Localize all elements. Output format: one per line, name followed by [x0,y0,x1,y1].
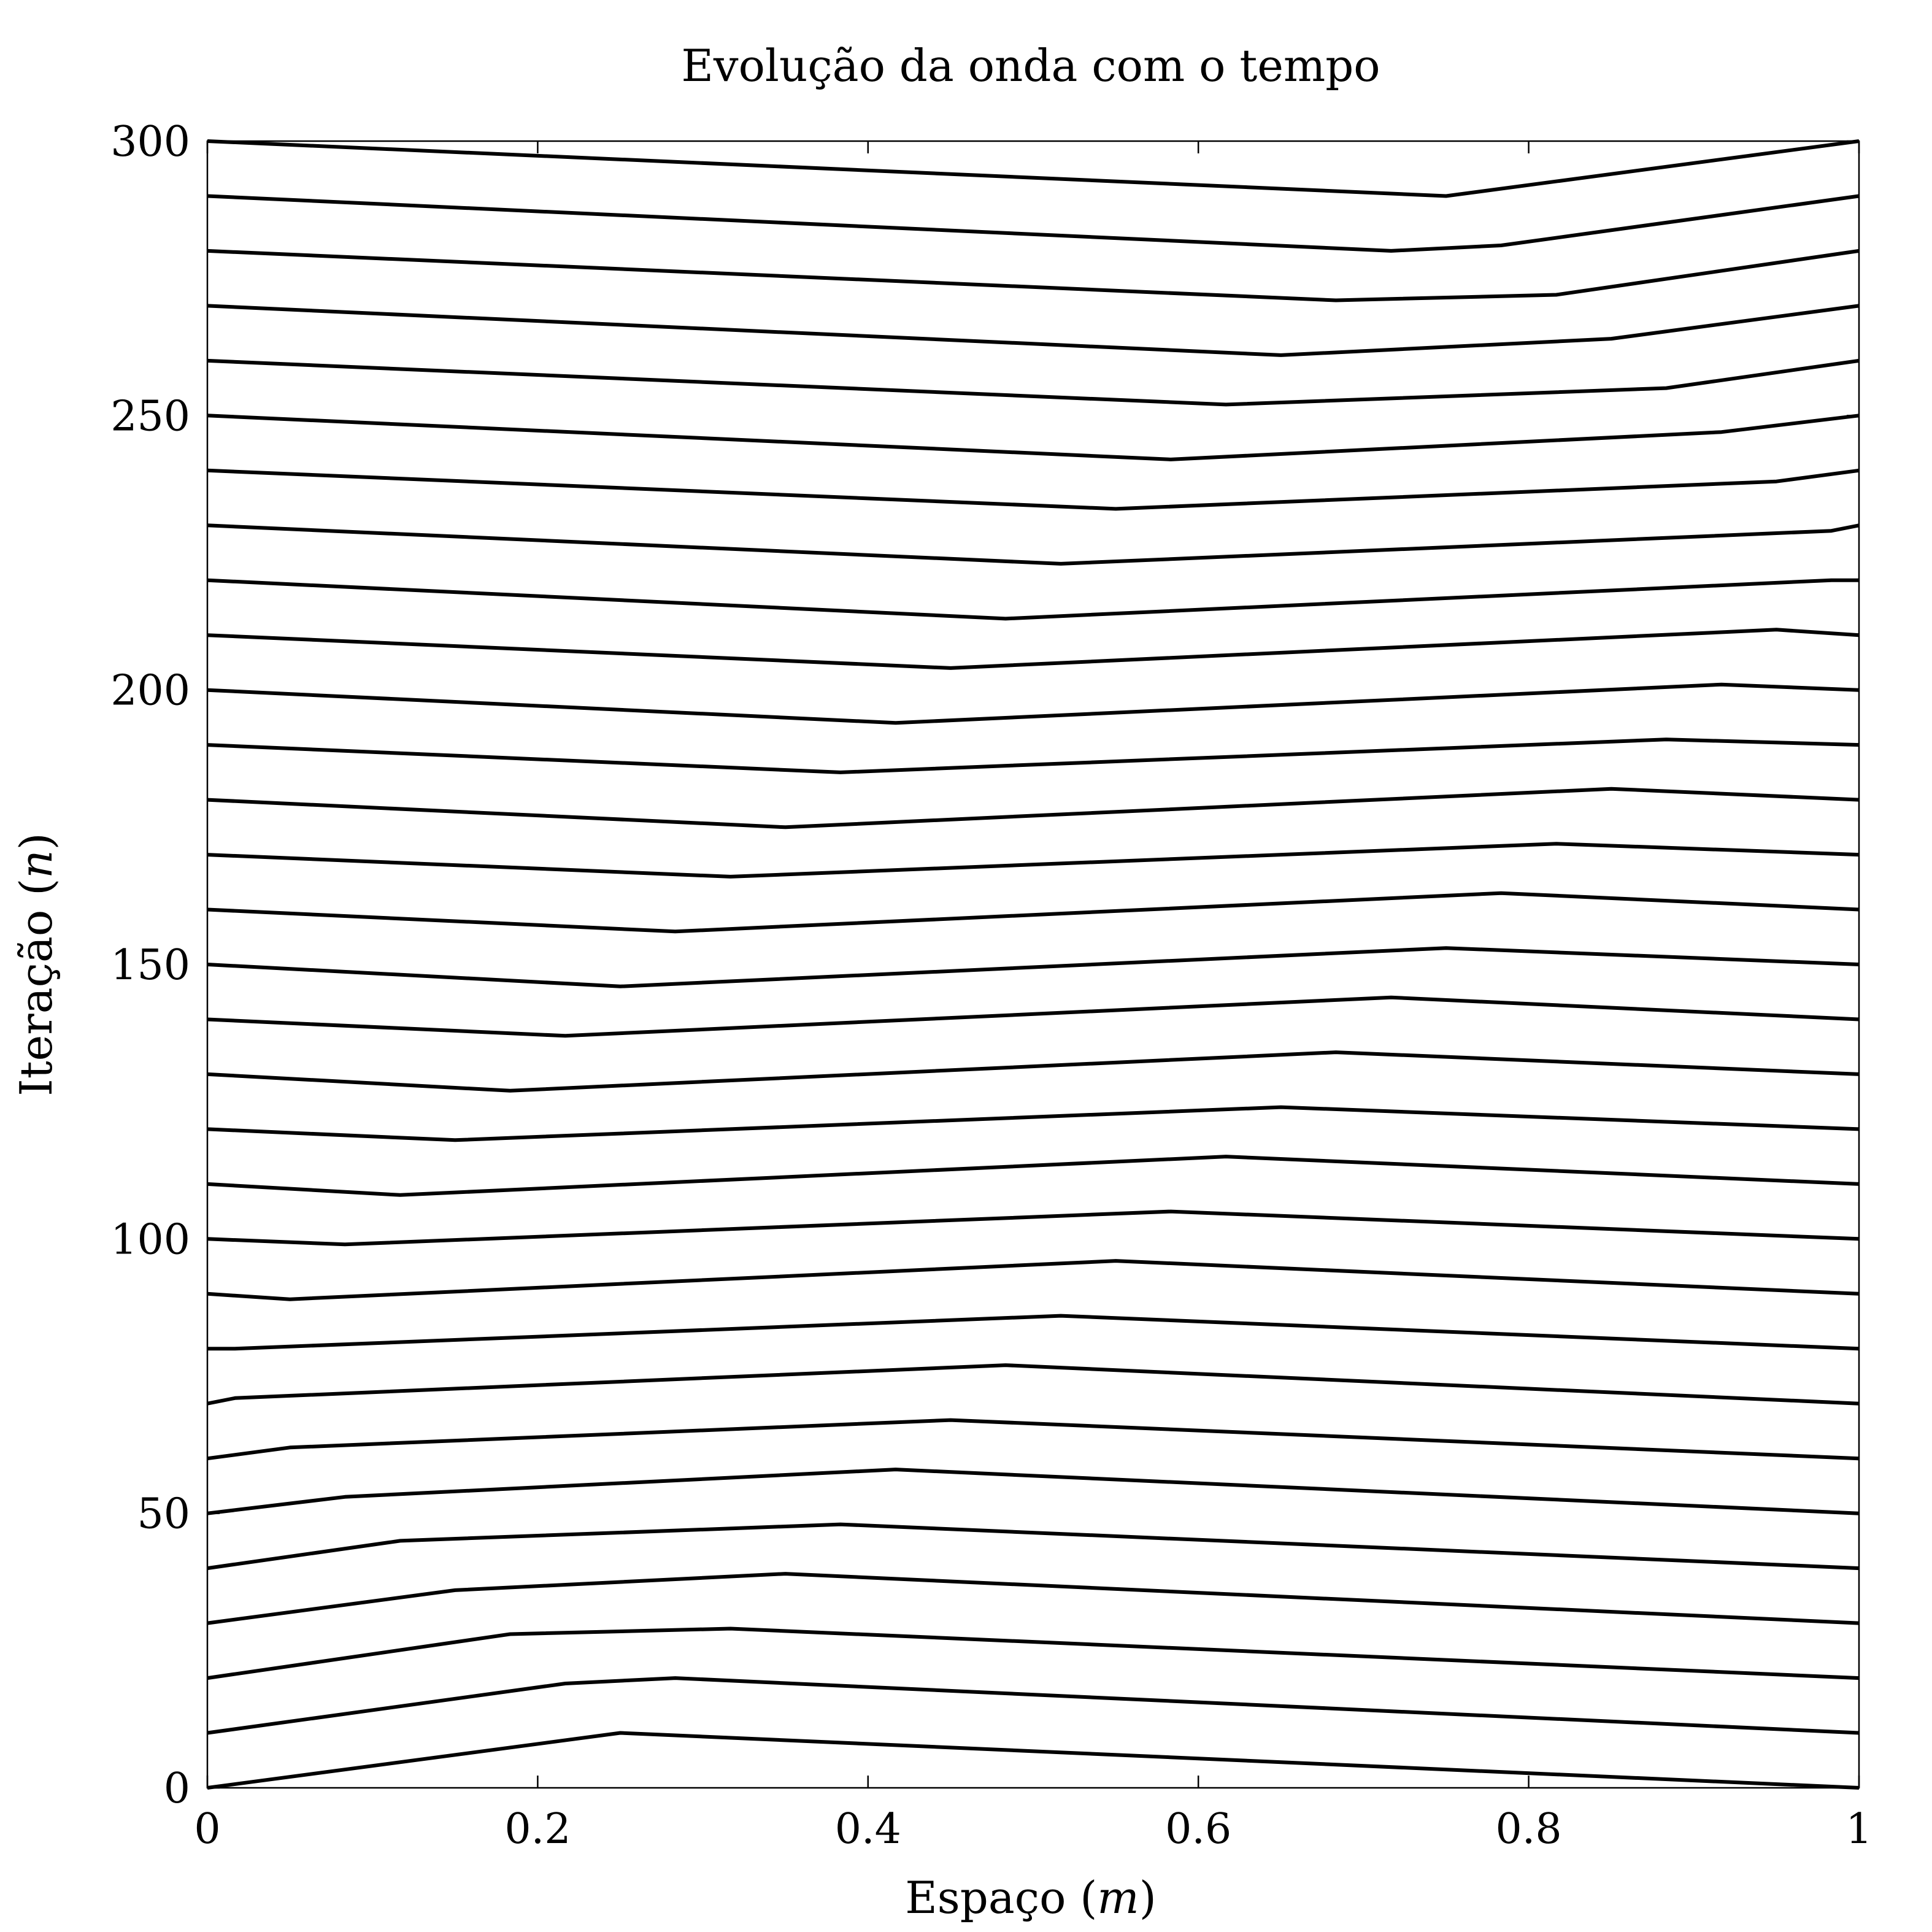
y-tick-label-4: 200 [110,667,190,715]
wave-line-8 [207,1314,1860,1351]
plot-frame [206,140,1860,1789]
wave-line-25 [207,414,1860,461]
y-axis-unit: n [10,850,62,878]
wave-line-2 [207,1626,1860,1680]
wave-line-26 [207,358,1860,407]
wave-line-24 [207,468,1860,511]
wave-line-29 [207,194,1860,253]
wave-line-0 [207,1731,1860,1790]
y-tick-label-3: 150 [110,941,190,990]
wave-line-17 [207,842,1860,879]
x-axis-label: Espaço (m) [905,1872,1157,1923]
y-axis-ticks: 0 50 100 150 200 250 300 [110,118,1859,1813]
wave-line-14 [207,995,1860,1038]
wave-line-3 [207,1572,1860,1625]
y-tick-label-1: 50 [137,1490,190,1539]
x-tick-label-5: 1 [1845,1805,1872,1853]
wave-line-20 [207,682,1860,725]
x-tick-label-3: 0.6 [1165,1805,1231,1853]
x-tick-label-4: 0.8 [1496,1805,1562,1853]
x-axis-ticks: 0 0.2 0.4 0.6 0.8 1 [194,141,1872,1853]
wave-line-9 [207,1259,1860,1301]
wave-line-13 [207,1050,1860,1093]
x-axis-unit: m [1097,1872,1139,1923]
x-tick-label-2: 0.4 [835,1805,901,1853]
wave-line-18 [207,787,1860,829]
wave-line-1 [207,1676,1860,1735]
wave-line-11 [207,1155,1860,1197]
y-tick-label-2: 100 [110,1215,190,1264]
wave-line-19 [207,737,1860,774]
wave-line-22 [207,578,1859,621]
wave-line-10 [207,1209,1860,1247]
y-tick-label-0: 0 [164,1765,190,1813]
wave-line-16 [207,891,1860,934]
chart-title: Evolução da onda com o tempo [681,40,1380,91]
plot-area: 0 0.2 0.4 0.6 0.8 1 0 50 100 150 200 250 300 [110,118,1872,1853]
y-axis-label: Iteração (n) [10,833,62,1096]
wave-line-12 [207,1105,1860,1142]
x-tick-label-1: 0.2 [504,1805,571,1853]
wave-line-27 [207,304,1860,357]
x-axis-label-text: Espaço [905,1872,1066,1923]
y-tick-label-5: 250 [110,392,190,441]
wave-line-23 [207,523,1860,566]
y-axis-label-text: Iteração [10,910,62,1096]
wave-line-15 [207,946,1860,988]
y-tick-label-6: 300 [110,118,190,166]
wave-line-30 [207,139,1860,198]
wave-line-7 [207,1363,1860,1406]
series-layer [207,139,1860,1790]
x-tick-label-0: 0 [194,1805,220,1853]
wave-line-6 [207,1418,1860,1461]
wave-line-21 [207,628,1860,670]
wave-line-28 [207,248,1860,302]
wave-line-4 [207,1522,1860,1571]
wave-line-5 [207,1468,1860,1515]
